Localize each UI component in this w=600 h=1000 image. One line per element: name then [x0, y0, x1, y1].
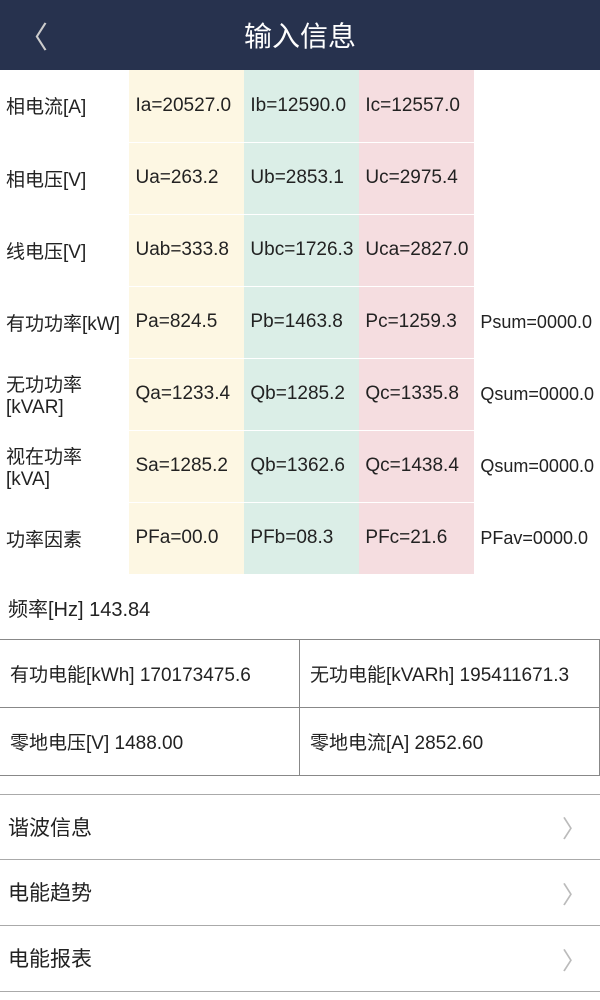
phase-a-value: Ia=20527.0 [129, 70, 244, 142]
sum-value: Psum=0000.0 [474, 286, 600, 358]
phase-b-value: Ub=2853.1 [244, 142, 359, 214]
phase-b-value: Ib=12590.0 [244, 70, 359, 142]
table-row: 相电压[V]Ua=263.2Ub=2853.1Uc=2975.4 [0, 142, 600, 214]
phase-a-value: Qa=1233.4 [129, 358, 244, 430]
chevron-right-icon: 〉 [562, 875, 586, 910]
table-row: 相电流[A]Ia=20527.0Ib=12590.0Ic=12557.0 [0, 70, 600, 142]
link-label: 谐波信息 [8, 812, 92, 842]
page-title: 输入信息 [0, 15, 600, 55]
chevron-right-icon: 〉 [562, 809, 586, 844]
sum-value: Qsum=0000.0 [474, 358, 600, 430]
row-label: 相电压[V] [0, 142, 129, 214]
row-label: 相电流[A] [0, 70, 129, 142]
back-icon[interactable]: 〈 [18, 13, 48, 57]
phase-c-value: Uca=2827.0 [359, 214, 474, 286]
phase-b-value: Qb=1285.2 [244, 358, 359, 430]
phase-b-value: Pb=1463.8 [244, 286, 359, 358]
sum-value [474, 142, 600, 214]
phase-b-value: Qb=1362.6 [244, 430, 359, 502]
row-label: 线电压[V] [0, 214, 129, 286]
phase-c-value: Uc=2975.4 [359, 142, 474, 214]
link-row-1[interactable]: 电能趋势 〉 [0, 860, 600, 926]
phase-a-value: PFa=00.0 [129, 502, 244, 574]
frequency-row: 频率[Hz] 143.84 [0, 575, 600, 640]
table-row: 有功功率[kW]Pa=824.5Pb=1463.8Pc=1259.3Psum=0… [0, 286, 600, 358]
row-label: 视在功率[kVA] [0, 430, 129, 502]
phase-a-value: Uab=333.8 [129, 214, 244, 286]
link-label: 电能报表 [8, 943, 92, 973]
header: 〈 输入信息 [0, 0, 600, 70]
row-label: 功率因素 [0, 502, 129, 574]
phase-c-value: Qc=1335.8 [359, 358, 474, 430]
grid-cell-reactive-energy: 无功电能[kVARh] 195411671.3 [299, 639, 600, 708]
table-row: 视在功率[kVA]Sa=1285.2Qb=1362.6Qc=1438.4Qsum… [0, 430, 600, 502]
energy-grid: 有功电能[kWh] 170173475.6 无功电能[kVARh] 195411… [0, 640, 600, 776]
phase-b-value: Ubc=1726.3 [244, 214, 359, 286]
phase-a-value: Sa=1285.2 [129, 430, 244, 502]
phase-b-value: PFb=08.3 [244, 502, 359, 574]
frequency-value: 143.84 [89, 599, 150, 621]
phase-a-value: Ua=263.2 [129, 142, 244, 214]
measurements-table: 相电流[A]Ia=20527.0Ib=12590.0Ic=12557.0相电压[… [0, 70, 600, 575]
sum-value: PFav=0000.0 [474, 502, 600, 574]
frequency-label: 频率[Hz] [8, 599, 84, 621]
grid-cell-ground-current: 零地电流[A] 2852.60 [299, 707, 600, 776]
table-row: 无功功率[kVAR]Qa=1233.4Qb=1285.2Qc=1335.8Qsu… [0, 358, 600, 430]
sum-value [474, 70, 600, 142]
phase-c-value: PFc=21.6 [359, 502, 474, 574]
chevron-right-icon: 〉 [562, 941, 586, 976]
link-row-2[interactable]: 电能报表 〉 [0, 926, 600, 992]
link-label: 电能趋势 [8, 877, 92, 907]
phase-c-value: Pc=1259.3 [359, 286, 474, 358]
grid-cell-active-energy: 有功电能[kWh] 170173475.6 [0, 639, 300, 708]
row-label: 有功功率[kW] [0, 286, 129, 358]
phase-c-value: Qc=1438.4 [359, 430, 474, 502]
phase-c-value: Ic=12557.0 [359, 70, 474, 142]
table-row: 线电压[V]Uab=333.8Ubc=1726.3Uca=2827.0 [0, 214, 600, 286]
grid-cell-ground-voltage: 零地电压[V] 1488.00 [0, 707, 300, 776]
sum-value: Qsum=0000.0 [474, 430, 600, 502]
row-label: 无功功率[kVAR] [0, 358, 129, 430]
link-row-0[interactable]: 谐波信息 〉 [0, 794, 600, 860]
phase-a-value: Pa=824.5 [129, 286, 244, 358]
table-row: 功率因素PFa=00.0PFb=08.3PFc=21.6PFav=0000.0 [0, 502, 600, 574]
sum-value [474, 214, 600, 286]
